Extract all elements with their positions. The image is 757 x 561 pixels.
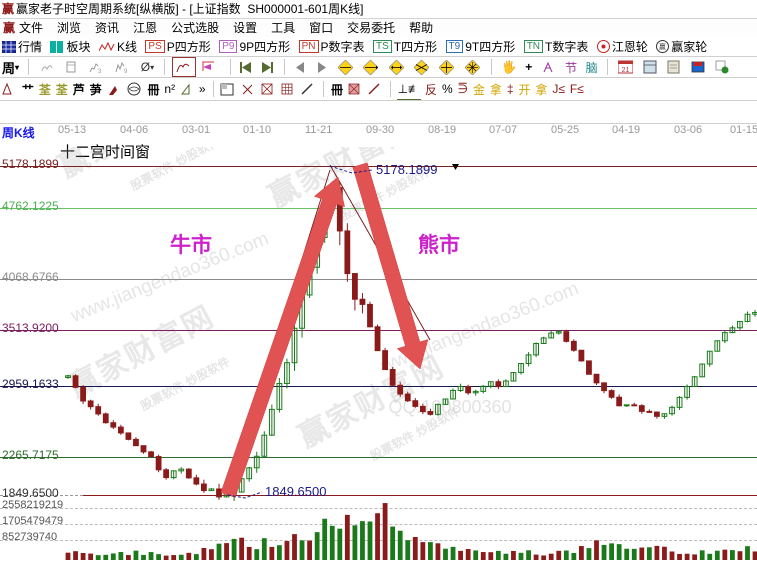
- svg-text:5178.1899: 5178.1899: [376, 162, 437, 177]
- svg-text:赢: 赢: [659, 42, 666, 51]
- svg-text:9: 9: [124, 69, 128, 74]
- svg-text:21: 21: [621, 67, 629, 74]
- svg-text:1849.6500: 1849.6500: [265, 484, 326, 499]
- svg-text:3: 3: [98, 69, 102, 74]
